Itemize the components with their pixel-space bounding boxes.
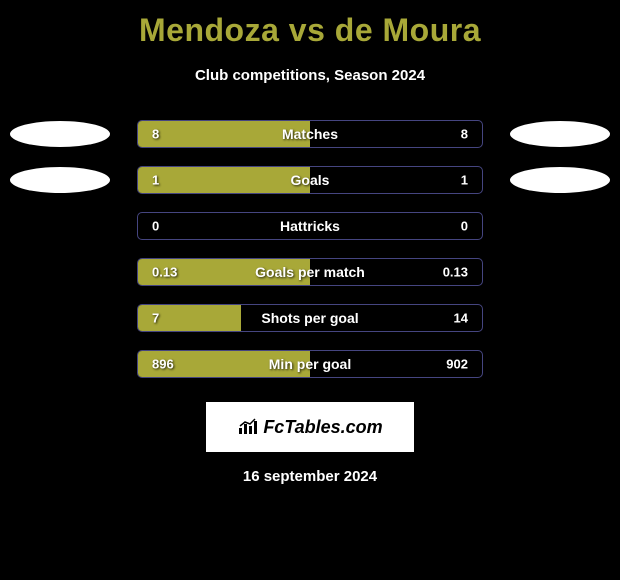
stat-value-right: 1 [461,173,468,188]
stat-value-right: 8 [461,127,468,142]
stat-label: Matches [282,126,338,142]
stat-row: 7 Shots per goal 14 [0,304,620,332]
comparison-subtitle: Club competitions, Season 2024 [195,67,425,84]
stats-container: 8 Matches 8 1 Goals 1 0 Hattricks 0 0.13 Goals per… [0,120,620,378]
stat-label: Goals [291,172,330,188]
stat-value-left: 8 [152,127,159,142]
logo-box: FcTables.com [206,402,414,452]
bar-fill-left [138,167,310,193]
stat-bar: 896 Min per goal 902 [137,350,483,378]
stat-row: 0.13 Goals per match 0.13 [0,258,620,286]
stat-label: Hattricks [280,218,340,234]
chart-icon [237,418,259,436]
stat-value-right: 0.13 [443,265,468,280]
stat-value-left: 0.13 [152,265,177,280]
stat-bar: 8 Matches 8 [137,120,483,148]
stat-value-left: 1 [152,173,159,188]
date-text: 16 september 2024 [243,468,377,485]
stat-label: Shots per goal [261,310,358,326]
player-ellipse-left [10,121,110,147]
stat-label: Goals per match [255,264,365,280]
stat-value-right: 902 [446,357,468,372]
stat-bar: 0 Hattricks 0 [137,212,483,240]
stat-label: Min per goal [269,356,351,372]
player-ellipse-left [10,167,110,193]
logo-label: FcTables.com [263,417,382,438]
stat-value-left: 0 [152,219,159,234]
stat-value-left: 896 [152,357,174,372]
player-ellipse-right [510,121,610,147]
comparison-title: Mendoza vs de Moura [139,12,481,49]
stat-row: 0 Hattricks 0 [0,212,620,240]
stat-bar: 7 Shots per goal 14 [137,304,483,332]
logo-text: FcTables.com [237,417,382,438]
stat-bar: 1 Goals 1 [137,166,483,194]
stat-row: 896 Min per goal 902 [0,350,620,378]
stat-value-right: 0 [461,219,468,234]
player-ellipse-right [510,167,610,193]
stat-row: 1 Goals 1 [0,166,620,194]
stat-value-left: 7 [152,311,159,326]
stat-bar: 0.13 Goals per match 0.13 [137,258,483,286]
stat-row: 8 Matches 8 [0,120,620,148]
stat-value-right: 14 [454,311,468,326]
